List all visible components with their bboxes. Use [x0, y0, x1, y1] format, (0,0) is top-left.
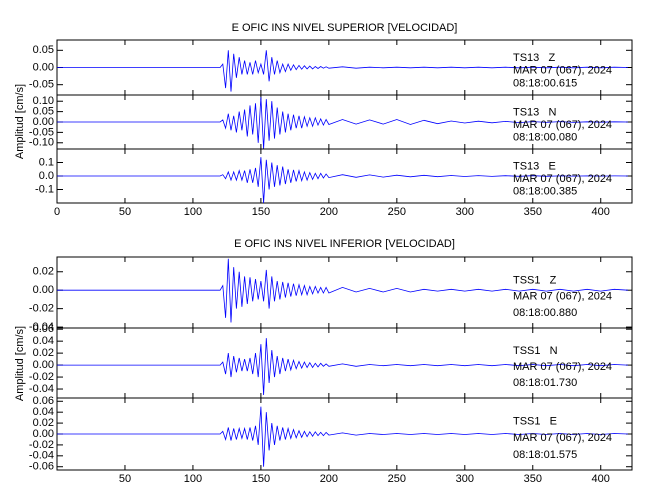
station-label: TSS1 Z: [513, 274, 557, 286]
y-tick-label: -0.04: [29, 450, 54, 462]
x-tick-label: 350: [524, 473, 542, 485]
date-label: MAR 07 (067), 2024: [513, 291, 612, 303]
y-tick-label: 0.02: [33, 266, 54, 278]
x-tick-label: 150: [252, 473, 270, 485]
x-tick-label: 50: [119, 206, 131, 218]
y-tick-label: 0.05: [33, 44, 54, 56]
x-tick-label: 250: [388, 473, 406, 485]
waveform: [57, 258, 628, 323]
x-tick-label: 400: [592, 473, 610, 485]
y-tick-label: -0.05: [29, 126, 54, 138]
y-tick-label: 0.00: [33, 359, 54, 371]
station-label: TS13 Z: [513, 52, 555, 64]
x-tick-label: 300: [456, 473, 474, 485]
y-tick-label: 0.04: [33, 406, 54, 418]
y-tick-label: 0.02: [33, 417, 54, 429]
y-tick-label: 0.02: [33, 347, 54, 359]
station-label: TS13 N: [513, 107, 556, 119]
time-label: 08:18:00.080: [513, 132, 577, 144]
y-tick-label: 0.04: [33, 335, 54, 347]
y-tick-label: 0.00: [33, 116, 54, 128]
chart-title: E OFIC INS NIVEL SUPERIOR [VELOCIDAD]: [232, 22, 458, 34]
time-label: 08:18:00.385: [513, 186, 577, 198]
y-tick-label: 0.1: [39, 156, 54, 168]
x-tick-label: 200: [320, 206, 338, 218]
waveform: [57, 50, 628, 92]
y-tick-label: -0.02: [29, 439, 54, 451]
x-tick-label: 300: [456, 206, 474, 218]
station-label: TSS1 N: [513, 345, 558, 357]
waveform: [57, 406, 628, 467]
y-tick-label: 0.0: [39, 170, 54, 182]
y-tick-label: 0.00: [33, 428, 54, 440]
y-tick-label: -0.04: [29, 321, 54, 333]
x-tick-label: 50: [119, 473, 131, 485]
x-tick-label: 200: [320, 473, 338, 485]
time-label: 08:18:01.730: [513, 377, 577, 389]
waveform: [57, 338, 628, 396]
x-tick-label: 400: [592, 206, 610, 218]
y-tick-label: -0.02: [29, 303, 54, 315]
x-tick-label: 100: [184, 206, 202, 218]
date-label: MAR 07 (067), 2024: [513, 119, 612, 131]
x-tick-label: 250: [388, 206, 406, 218]
time-label: 08:18:00.880: [513, 307, 577, 319]
date-label: MAR 07 (067), 2024: [513, 432, 612, 444]
chart-title: E OFIC INS NIVEL INFERIOR [VELOCIDAD]: [234, 238, 455, 250]
y-tick-label: 0.05: [33, 106, 54, 118]
y-tick-label: -0.02: [29, 371, 54, 383]
y-tick-label: -0.04: [29, 383, 54, 395]
y-tick-label: 0.06: [33, 395, 54, 407]
y-tick-label: 0.06: [33, 323, 54, 335]
x-tick-label: 0: [54, 206, 60, 218]
waveform: [57, 157, 628, 204]
y-tick-label: 0.00: [33, 284, 54, 296]
waveform: [57, 97, 628, 150]
date-label: MAR 07 (067), 2024: [513, 361, 612, 373]
x-tick-label: 100: [184, 473, 202, 485]
date-label: MAR 07 (067), 2024: [513, 65, 612, 77]
date-label: MAR 07 (067), 2024: [513, 173, 612, 185]
time-label: 08:18:00.615: [513, 77, 577, 89]
station-label: TSS1 E: [513, 416, 557, 428]
y-axis-label: Amplitud [cm/s]: [14, 326, 26, 401]
station-label: TS13 E: [513, 161, 556, 173]
y-tick-label: -0.10: [29, 137, 54, 149]
y-tick-label: 0.00: [33, 61, 54, 73]
y-tick-label: 0.10: [33, 95, 54, 107]
y-tick-label: -0.06: [29, 461, 54, 473]
y-tick-label: -0.05: [29, 79, 54, 91]
y-axis-label: Amplitud [cm/s]: [14, 84, 26, 159]
x-tick-label: 150: [252, 206, 270, 218]
time-label: 08:18:01.575: [513, 449, 577, 461]
y-tick-label: -0.1: [35, 183, 54, 195]
x-tick-label: 350: [524, 206, 542, 218]
